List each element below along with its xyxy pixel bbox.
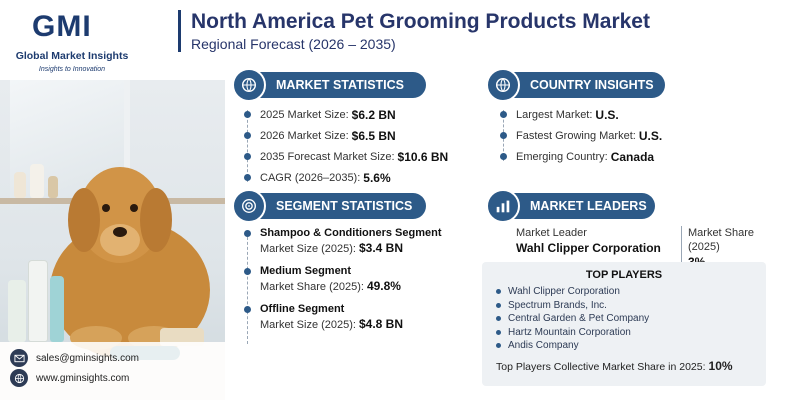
- email-link[interactable]: sales@gminsights.com: [36, 352, 139, 364]
- shampoo-bottle: [28, 260, 48, 342]
- shelf-bottle: [48, 176, 58, 198]
- segment-value: $4.8 BN: [358, 317, 404, 331]
- shampoo-bottle: [50, 276, 64, 342]
- timeline-line: [247, 110, 248, 182]
- segment-name: Offline Segment: [260, 303, 345, 315]
- segment-item: Shampoo & Conditioners Segment Market Si…: [244, 226, 464, 257]
- country-row: Largest Market: U.S.: [500, 104, 750, 125]
- player-item: Wahl Clipper Corporation: [496, 285, 752, 299]
- country-insights-title: COUNTRY INSIGHTS: [530, 78, 654, 92]
- market-leader-block: Market Leader Wahl Clipper Corporation M…: [516, 226, 776, 270]
- collective-share: Top Players Collective Market Share in 2…: [496, 359, 752, 373]
- email-icon: [10, 349, 28, 367]
- stat-row: 2026 Market Size: $6.5 BN: [244, 125, 474, 146]
- country-label: Largest Market:: [516, 108, 593, 121]
- globe-icon: [486, 68, 520, 102]
- collective-value: 10%: [708, 358, 733, 373]
- shelf-bottle: [14, 172, 26, 198]
- market-statistics-header: MARKET STATISTICS: [232, 68, 426, 102]
- stat-value: 5.6%: [363, 170, 391, 185]
- globe-money-icon: [232, 68, 266, 102]
- country-row: Emerging Country: Canada: [500, 146, 750, 167]
- contact-background: [0, 342, 225, 400]
- title-block: North America Pet Grooming Products Mark…: [178, 10, 650, 52]
- segment-value: $3.4 BN: [358, 241, 404, 255]
- timeline-line: [247, 232, 248, 344]
- segment-statistics-title: SEGMENT STATISTICS: [276, 199, 413, 213]
- segment-value: 49.8%: [366, 279, 401, 293]
- stat-label: 2026 Market Size:: [260, 129, 349, 142]
- logo-mark: GMI: [32, 10, 92, 43]
- leader-name: Wahl Clipper Corporation: [516, 241, 661, 255]
- shelf-bottle: [30, 164, 44, 198]
- stat-value: $6.2 BN: [351, 107, 396, 122]
- target-icon: [232, 189, 266, 223]
- country-label: Fastest Growing Market:: [516, 129, 636, 142]
- market-leaders-title: MARKET LEADERS: [530, 199, 647, 213]
- stat-label: 2035 Forecast Market Size:: [260, 150, 395, 163]
- segment-statistics-header: SEGMENT STATISTICS: [232, 189, 426, 223]
- country-value: Canada: [610, 149, 655, 164]
- player-item: Andis Company: [496, 339, 752, 353]
- brush: [160, 328, 204, 346]
- globe-icon: [10, 369, 28, 387]
- logo-tagline: Insights to Innovation: [38, 66, 106, 73]
- country-insights-header: COUNTRY INSIGHTS: [486, 68, 665, 102]
- country-row: Fastest Growing Market: U.S.: [500, 125, 750, 146]
- segment-item: Medium Segment Market Share (2025): 49.8%: [244, 264, 464, 295]
- segment-name: Medium Segment: [260, 265, 352, 277]
- country-value: U.S.: [638, 128, 663, 143]
- segment-label: Market Size (2025):: [260, 243, 356, 255]
- segment-label: Market Share (2025):: [260, 281, 364, 293]
- top-players-title: TOP PLAYERS: [585, 269, 663, 281]
- email-contact[interactable]: sales@gminsights.com: [10, 349, 200, 367]
- collective-label: Top Players Collective Market Share in 2…: [496, 360, 706, 373]
- stat-value: $6.5 BN: [351, 128, 396, 143]
- segment-label: Market Size (2025):: [260, 319, 356, 331]
- website-link[interactable]: www.gminsights.com: [36, 372, 130, 384]
- player-item: Central Garden & Pet Company: [496, 312, 752, 326]
- country-insights-list: Largest Market: U.S. Fastest Growing Mark…: [500, 104, 750, 167]
- player-item: Spectrum Brands, Inc.: [496, 299, 752, 313]
- gmi-logo: GMI Global Market Insights Insights to I…: [12, 10, 129, 78]
- stat-value: $10.6 BN: [397, 149, 449, 164]
- top-players-list: Wahl Clipper Corporation Spectrum Brands…: [496, 285, 752, 353]
- segment-value-row: Market Share (2025): 49.8%: [260, 278, 464, 295]
- market-statistics-list: 2025 Market Size: $6.2 BN 2026 Market Siz…: [244, 104, 474, 188]
- segment-name: Shampoo & Conditioners Segment: [260, 227, 442, 239]
- golden-retriever-illustration: [50, 167, 210, 360]
- page-subtitle: Regional Forecast (2026 – 2035): [191, 36, 396, 52]
- stat-label: CAGR (2026–2035):: [260, 171, 361, 184]
- stat-row: 2035 Forecast Market Size: $10.6 BN: [244, 146, 474, 167]
- bar-chart-icon: [486, 189, 520, 223]
- country-label: Emerging Country:: [516, 150, 608, 163]
- segment-item: Offline Segment Market Size (2025): $4.8 …: [244, 302, 464, 333]
- stat-row: CAGR (2026–2035): 5.6%: [244, 167, 474, 188]
- country-value: U.S.: [595, 107, 619, 122]
- player-item: Hartz Mountain Corporation: [496, 326, 752, 340]
- shampoo-bottle: [8, 280, 26, 342]
- logo-name: Global Market Insights: [15, 50, 129, 62]
- website-contact[interactable]: www.gminsights.com: [10, 369, 200, 387]
- market-leaders-header: MARKET LEADERS: [486, 189, 655, 223]
- market-statistics-title: MARKET STATISTICS: [276, 78, 405, 92]
- segment-value-row: Market Size (2025): $4.8 BN: [260, 316, 464, 333]
- stat-row: 2025 Market Size: $6.2 BN: [244, 104, 474, 125]
- stat-label: 2025 Market Size:: [260, 108, 349, 121]
- top-players-panel: TOP PLAYERS Wahl Clipper Corporation Spe…: [482, 262, 766, 386]
- page-title: North America Pet Grooming Products Mark…: [191, 10, 650, 33]
- segment-value-row: Market Size (2025): $3.4 BN: [260, 240, 464, 257]
- share-label: Market Share (2025): [688, 227, 755, 253]
- segment-statistics-list: Shampoo & Conditioners Segment Market Si…: [244, 226, 464, 344]
- leader-label: Market Leader: [516, 227, 587, 239]
